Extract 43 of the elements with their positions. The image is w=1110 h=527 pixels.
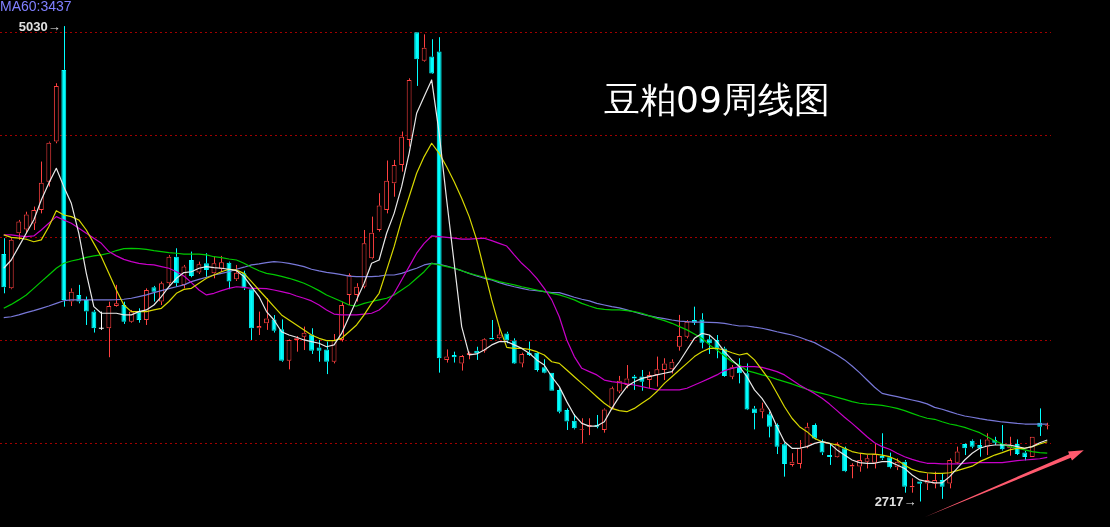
candlestick (376, 192, 382, 233)
candlestick (429, 38, 435, 74)
candlestick (113, 284, 119, 307)
candlestick (759, 402, 765, 419)
candlestick (519, 353, 525, 368)
candlestick (136, 307, 142, 324)
candlestick (166, 254, 172, 286)
candlestick (391, 159, 397, 198)
candlestick (654, 356, 660, 388)
candlestick (53, 82, 59, 144)
candlestick (676, 314, 682, 352)
candlestick (767, 411, 772, 438)
candlestick (98, 311, 105, 331)
candlestick (406, 77, 412, 148)
candlestick (399, 131, 405, 173)
candlestick (91, 309, 97, 334)
candlestick (151, 287, 157, 303)
candlestick (421, 33, 427, 61)
candlestick (459, 355, 465, 372)
candlestick (752, 405, 757, 430)
candlestick (782, 442, 787, 478)
candlestick (1, 237, 7, 294)
candlestick (346, 272, 352, 306)
text: 豆粕09周线图 (604, 78, 830, 122)
candlestick (969, 440, 975, 449)
candlestick (564, 407, 570, 431)
candlestick (369, 216, 375, 259)
candlestick (414, 32, 420, 87)
candlestick (279, 318, 284, 361)
candlestick (264, 297, 269, 331)
annotation: 2717→ (874, 494, 917, 509)
candlestick (842, 446, 847, 472)
candlestick (436, 36, 442, 374)
candlestick (361, 229, 367, 289)
candlestick (324, 341, 329, 375)
candlestick (61, 25, 67, 308)
candlestick (661, 357, 667, 381)
annotation: 5030→ (18, 18, 61, 34)
annotation: MA60:3437 (0, 0, 72, 14)
candlestick (384, 160, 390, 214)
candlestick (106, 301, 112, 358)
candlestick (249, 289, 254, 341)
candlestick (8, 237, 14, 289)
